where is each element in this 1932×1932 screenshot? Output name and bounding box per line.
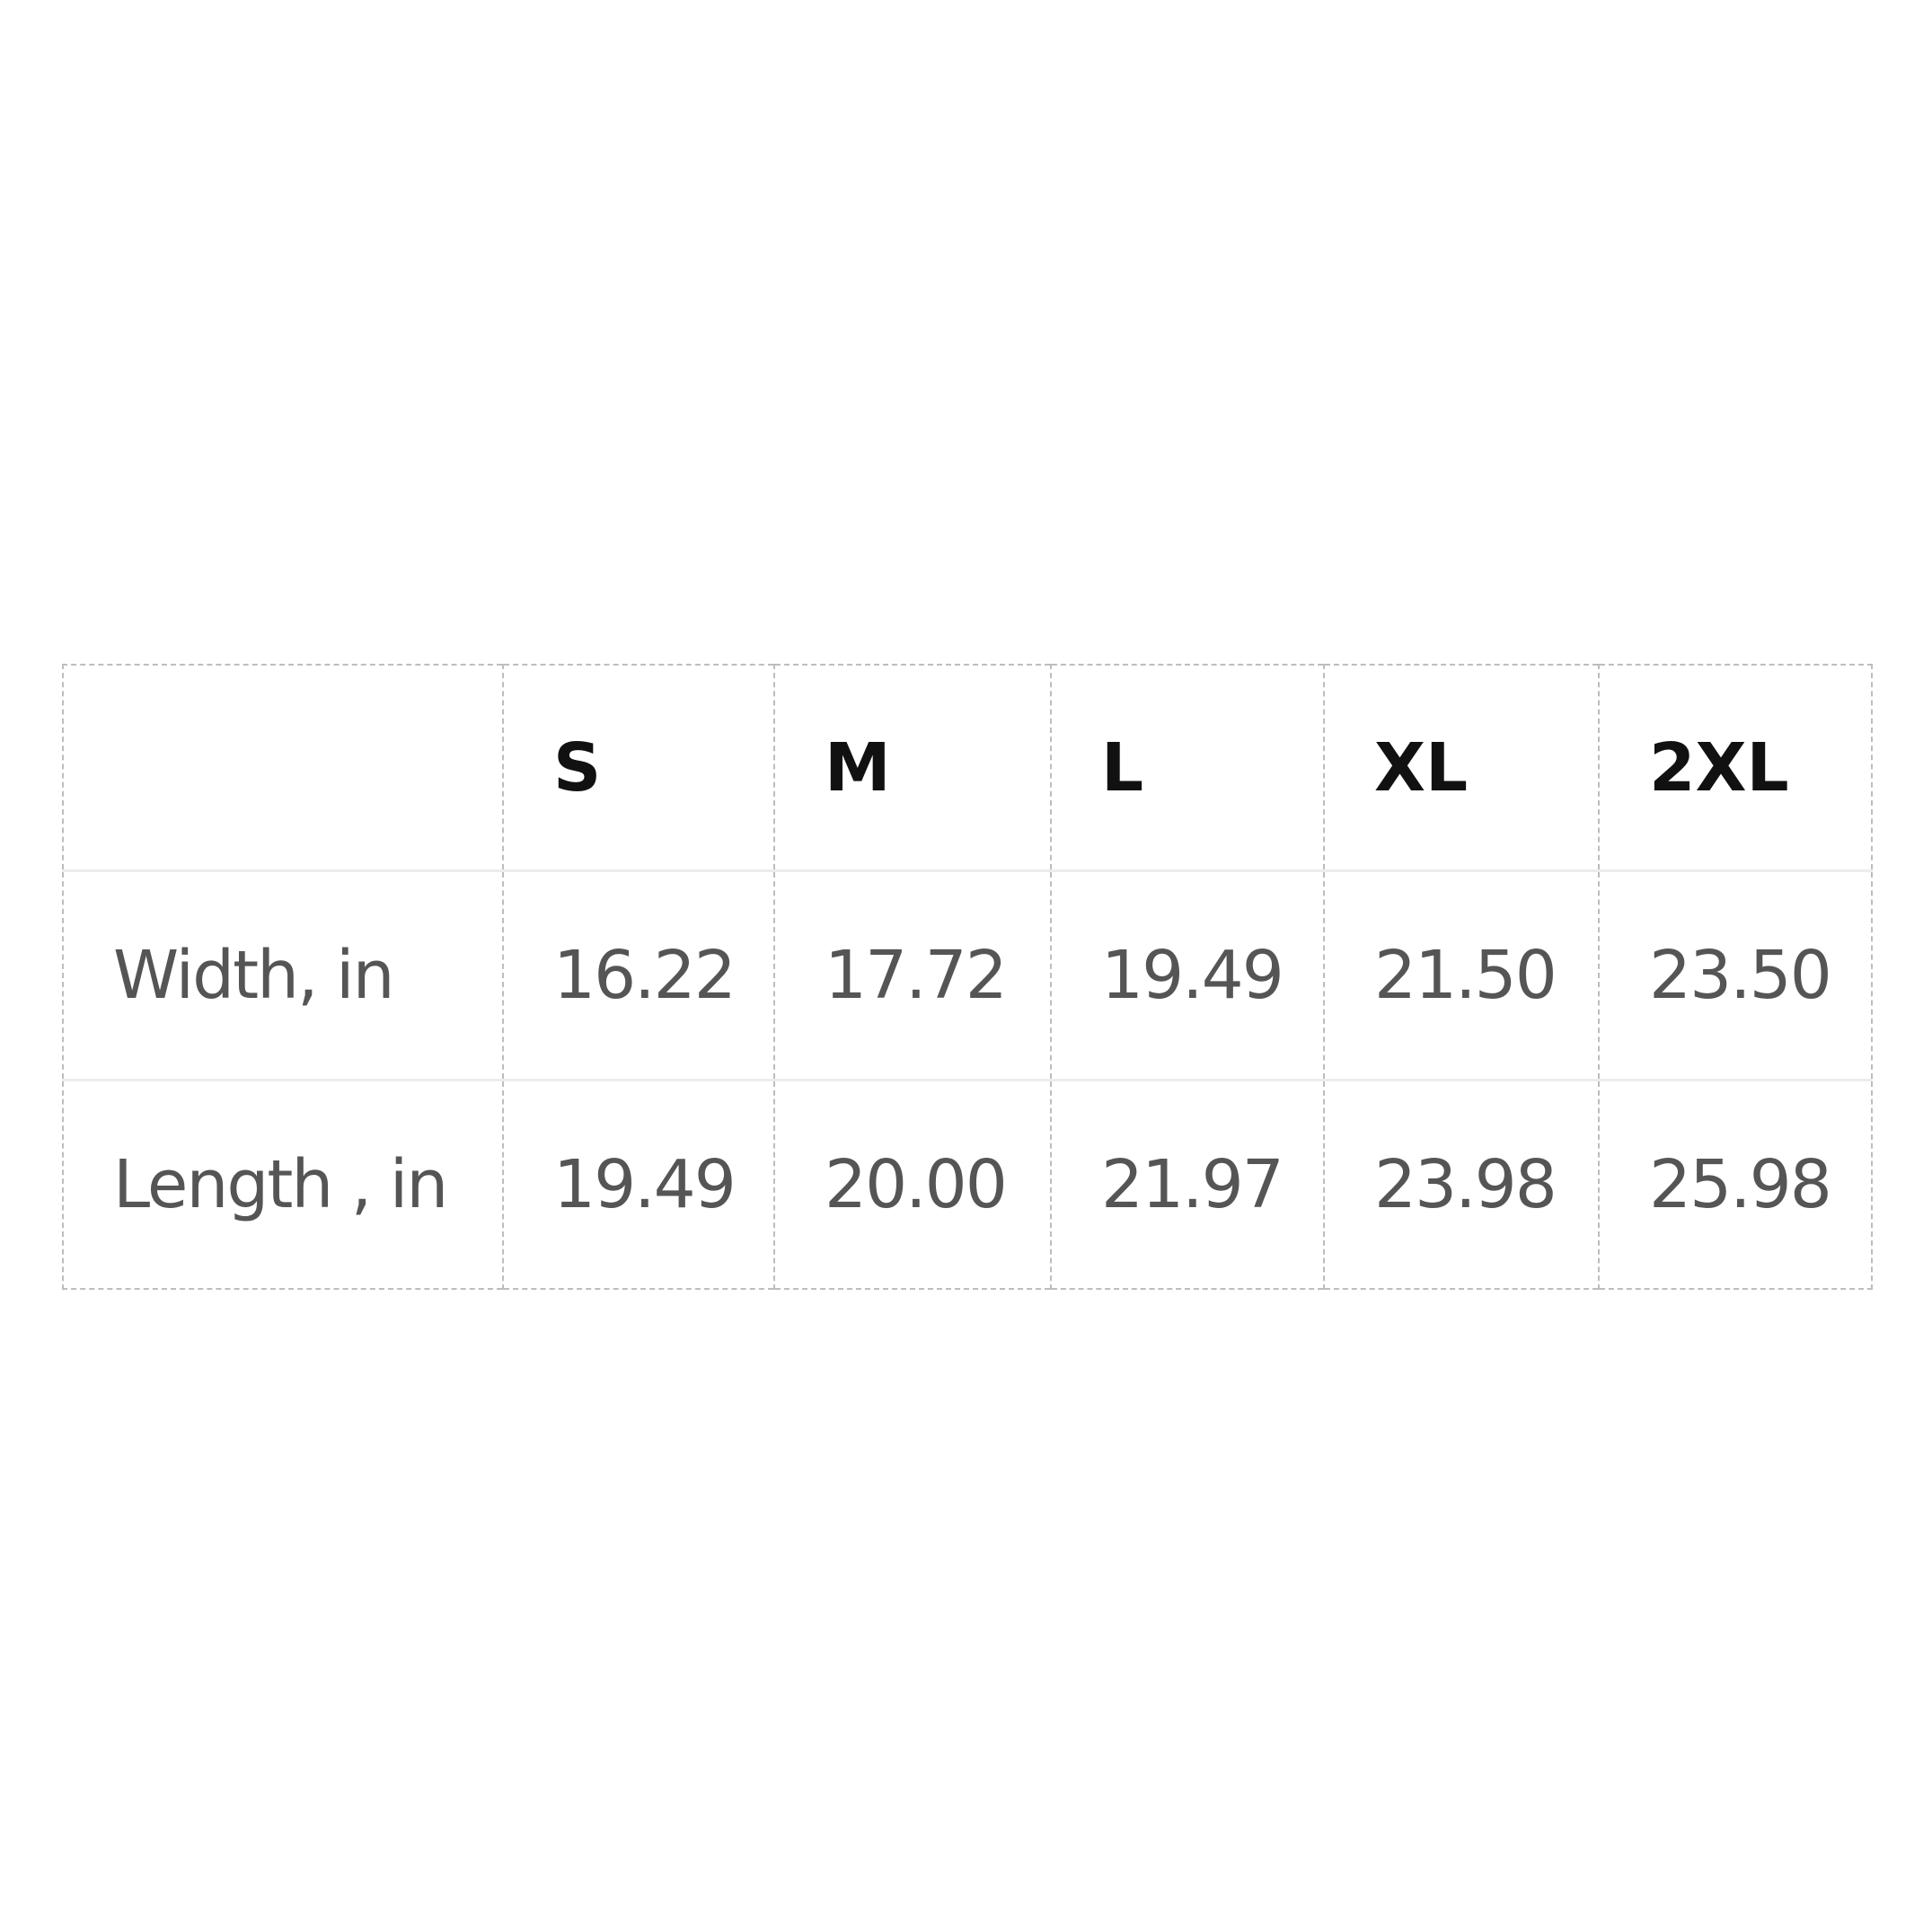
cell: 23.50	[1598, 870, 1872, 1081]
cell: 21.97	[1050, 1080, 1324, 1289]
header-size-s: S	[502, 665, 774, 871]
row-label: Length , in	[113, 1146, 448, 1223]
cell: 21.50	[1323, 870, 1599, 1081]
cell: 25.98	[1598, 1080, 1872, 1289]
header-row: S M L XL 2XL	[63, 665, 1872, 871]
header-size-2xl: 2XL	[1598, 665, 1872, 871]
size-chart-table: S M L XL 2XL Width, in 16.22 17.72 19.49…	[62, 664, 1873, 1290]
cell: 19.49	[502, 1080, 774, 1289]
header-corner	[63, 665, 503, 871]
header-size-l: L	[1050, 665, 1324, 871]
cell: 20.00	[773, 1080, 1051, 1289]
table-row-width: Width, in 16.22 17.72 19.49 21.50 23.50	[63, 870, 1872, 1081]
cell: 17.72	[773, 870, 1051, 1081]
table-row-length: Length , in 19.49 20.00 21.97 23.98 25.9…	[63, 1080, 1872, 1289]
header-size-xl: XL	[1323, 665, 1599, 871]
cell: 19.49	[1050, 870, 1324, 1081]
cell: 16.22	[502, 870, 774, 1081]
cell: 23.98	[1323, 1080, 1599, 1289]
header-size-m: M	[773, 665, 1051, 871]
row-label: Width, in	[113, 937, 395, 1014]
